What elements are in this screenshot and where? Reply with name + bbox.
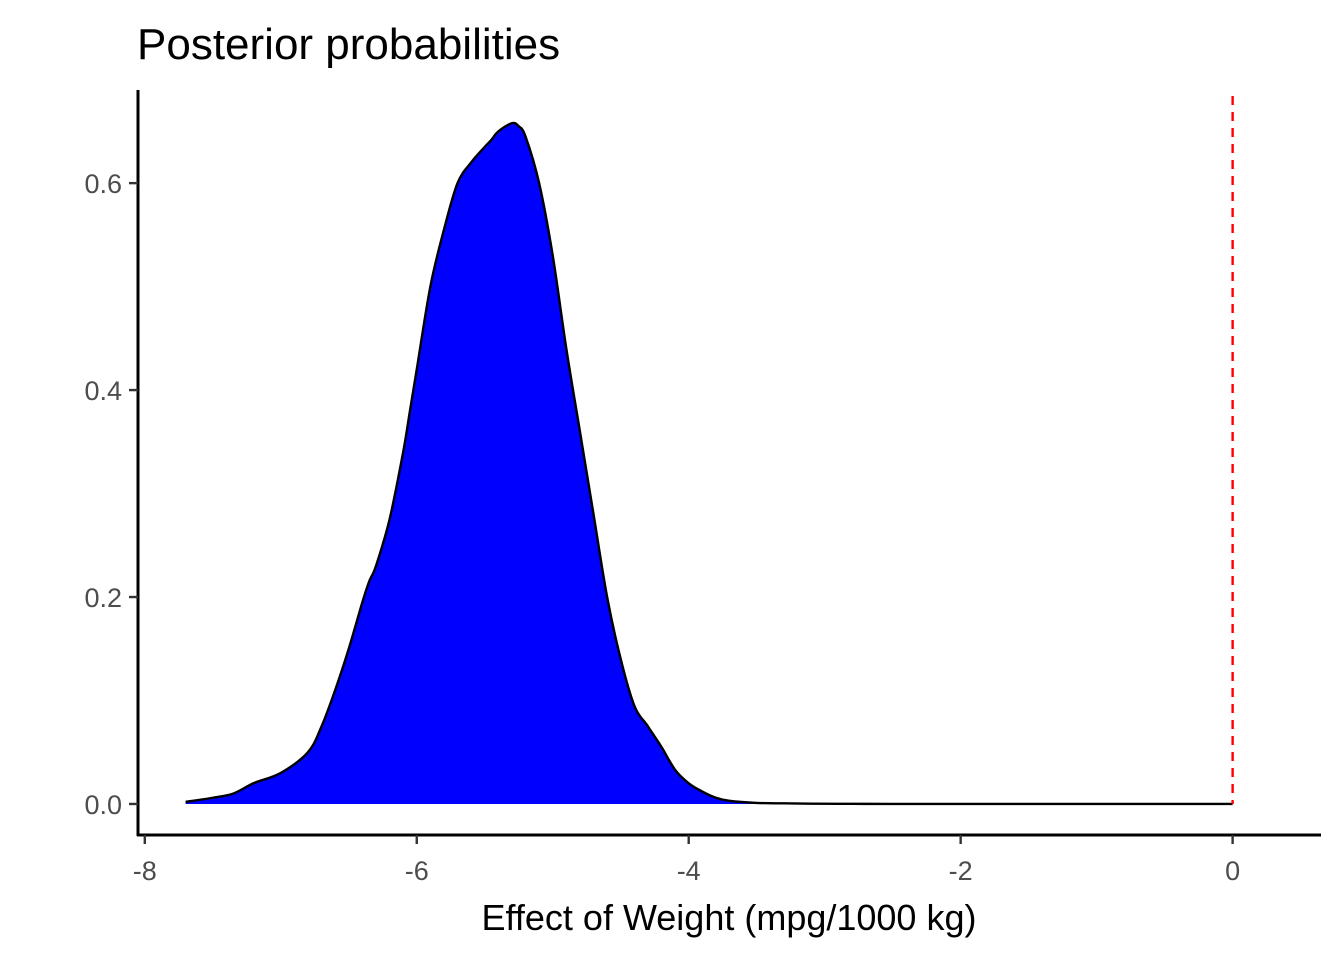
plot-area [185, 96, 1234, 806]
axes: 0.0 0.2 0.4 0.6 -8 -6 -4 -2 0 [84, 90, 1321, 886]
y-tick-label: 0.2 [84, 583, 122, 613]
density-area [185, 122, 1233, 804]
x-tick-label: -8 [133, 856, 157, 886]
x-tick-label: -2 [949, 856, 973, 886]
y-tick-label: 0.6 [84, 169, 122, 199]
x-tick-label: -6 [405, 856, 429, 886]
y-tick-label: 0.0 [84, 790, 122, 820]
density-curve [185, 121, 1233, 806]
chart-title: Posterior probabilities [137, 20, 560, 69]
x-axis-title: Effect of Weight (mpg/1000 kg) [482, 897, 977, 938]
x-tick-label: 0 [1225, 856, 1240, 886]
x-tick-label: -4 [677, 856, 701, 886]
y-tick-label: 0.4 [84, 376, 122, 406]
